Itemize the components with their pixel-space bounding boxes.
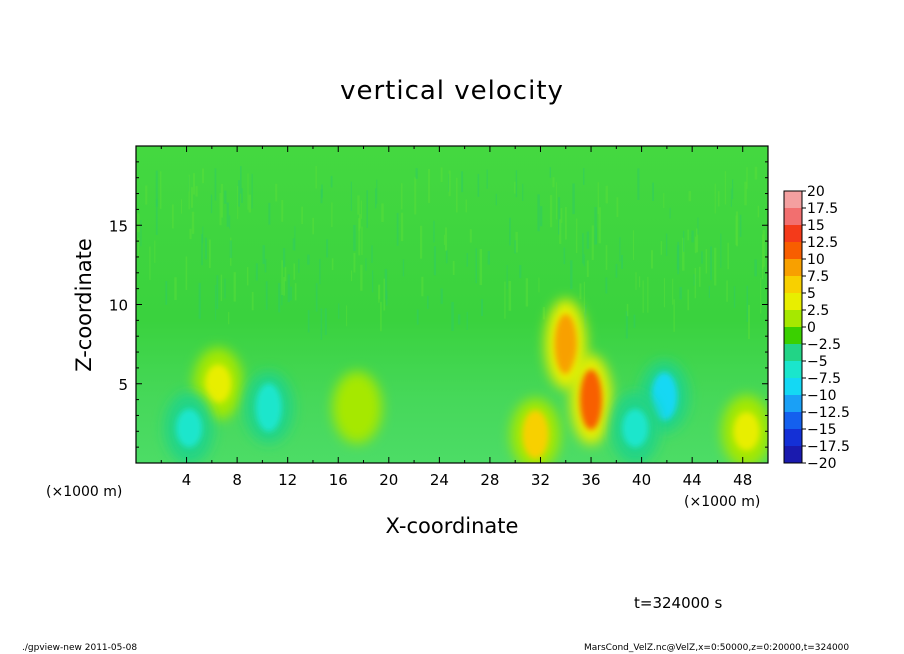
y-tick-label: 10 <box>109 297 128 315</box>
colorbar-segment <box>784 378 802 396</box>
colorbar-label: −15 <box>807 422 837 438</box>
y-tick-label: 5 <box>118 376 128 394</box>
colorbar-segment <box>784 225 802 243</box>
colorbar-segment <box>784 429 802 447</box>
colorbar-segment <box>784 412 802 430</box>
x-tick-label: 16 <box>329 471 348 489</box>
x-tick-label: 12 <box>278 471 297 489</box>
feature-core <box>522 410 549 459</box>
colorbar-label: 12.5 <box>807 235 838 251</box>
colorbar-segment <box>784 293 802 311</box>
time-label: t=324000 s <box>634 594 723 612</box>
feature-core <box>554 314 577 375</box>
colorbar-label: −10 <box>807 388 837 404</box>
x-tick-label: 24 <box>430 471 449 489</box>
colorbar-segment <box>784 242 802 260</box>
chart-title: vertical velocity <box>340 76 564 106</box>
x-unit-right: (×1000 m) <box>684 494 761 510</box>
colorbar-label: 20 <box>807 184 825 200</box>
y-axis-label: Z-coordinate <box>72 238 96 372</box>
colorbar-label: 7.5 <box>807 269 829 285</box>
colorbar-label: 5 <box>807 286 816 302</box>
x-axis-label: X-coordinate <box>385 514 519 538</box>
x-tick-label: 20 <box>379 471 398 489</box>
feature-core <box>205 364 232 403</box>
x-tick-label: 48 <box>733 471 752 489</box>
x-tick-label: 28 <box>480 471 499 489</box>
feature-core <box>344 388 371 427</box>
x-tick-label: 4 <box>182 471 192 489</box>
x-tick-label: 8 <box>232 471 242 489</box>
colorbar-segment <box>784 446 802 464</box>
colorbar-label: −5 <box>807 354 828 370</box>
colorbar-label: 2.5 <box>807 303 829 319</box>
colorbar-label: −7.5 <box>807 371 841 387</box>
colorbar-segment <box>784 191 802 209</box>
feature-core <box>622 408 649 448</box>
colorbar-label: 17.5 <box>807 201 838 217</box>
y-tick-label: 15 <box>109 217 128 235</box>
colorbar-segment <box>784 276 802 294</box>
feature-core <box>733 412 760 451</box>
colorbar-label: −17.5 <box>807 439 850 455</box>
colorbar-label: −2.5 <box>807 337 841 353</box>
colorbar-label: 15 <box>807 218 825 234</box>
colorbar-segment <box>784 259 802 277</box>
feature-core <box>255 383 282 432</box>
colorbar-label: 10 <box>807 252 825 268</box>
colorbar-segment <box>784 395 802 413</box>
colorbar-label: −20 <box>807 456 837 472</box>
colorbar-segment <box>784 327 802 345</box>
x-tick-label: 36 <box>581 471 600 489</box>
feature-core <box>176 408 203 448</box>
colorbar-segment <box>784 208 802 226</box>
colorbar-label: −12.5 <box>807 405 850 421</box>
x-tick-label: 40 <box>632 471 651 489</box>
colorbar-segment <box>784 310 802 328</box>
colorbar-segment <box>784 344 802 362</box>
footer-left: ./gpview-new 2011-05-08 <box>22 643 138 653</box>
footer-right: MarsCond_VelZ.nc@VelZ,x=0:50000,z=0:2000… <box>584 643 850 653</box>
feature-core <box>580 369 603 430</box>
x-unit-left: (×1000 m) <box>46 484 123 500</box>
colorbar-label: 0 <box>807 320 816 336</box>
x-tick-label: 44 <box>683 471 702 489</box>
x-tick-label: 32 <box>531 471 550 489</box>
colorbar-segment <box>784 361 802 379</box>
feature-core <box>651 372 678 421</box>
